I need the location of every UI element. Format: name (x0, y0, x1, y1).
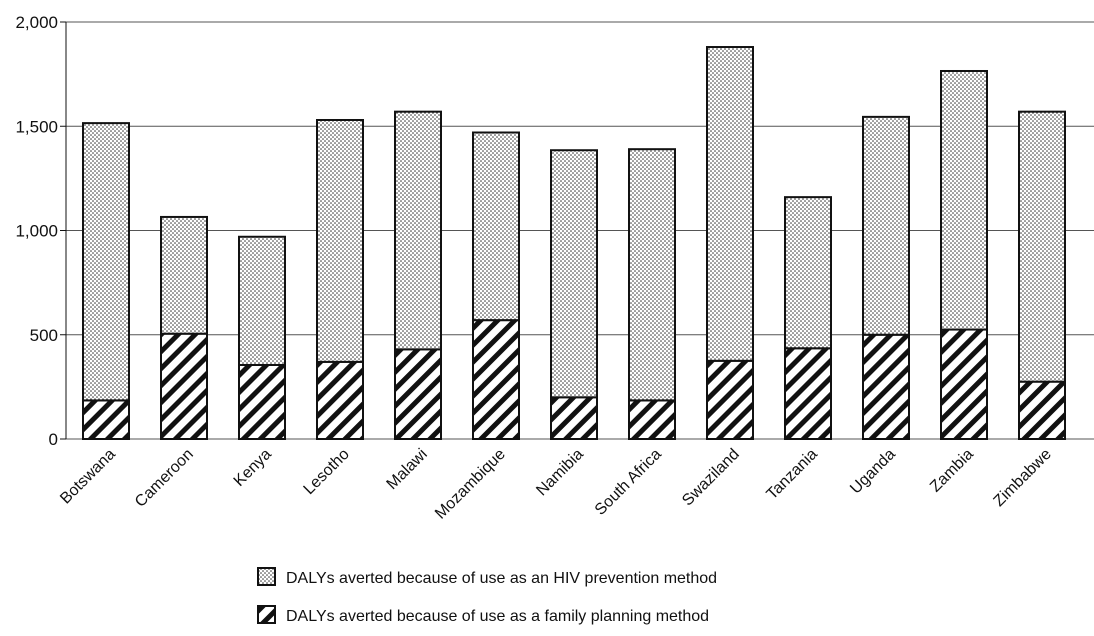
bar-hiv-prevention (82, 122, 130, 402)
bar-hiv-prevention (784, 196, 832, 350)
x-category-label: Tanzania (764, 446, 821, 503)
bar-family-planning (550, 396, 598, 440)
y-tick-label: 0 (49, 430, 58, 449)
bar-family-planning (706, 359, 754, 440)
bar-hiv-prevention (160, 215, 208, 335)
x-axis-labels: Botswana Cameroon Kenya Lesotho Malawi Mozamb… (57, 446, 1055, 523)
bar-family-planning (160, 332, 208, 440)
legend: DALYs averted because of use as an HIV p… (257, 567, 717, 625)
bars-layer (82, 46, 1066, 441)
bar-family-planning (82, 399, 130, 440)
bar-hiv-prevention (238, 235, 286, 366)
legend-swatch (257, 605, 276, 624)
x-category-label: Lesotho (301, 446, 353, 498)
y-tick-label: 2,000 (15, 13, 58, 32)
bar-hiv-prevention (316, 118, 364, 363)
x-category-label: Malawi (384, 446, 431, 493)
x-category-label: Zambia (927, 446, 977, 496)
bar-family-planning (238, 363, 286, 441)
bar-hiv-prevention (550, 149, 598, 399)
bar-hiv-prevention (628, 148, 676, 402)
bar-hiv-prevention (394, 110, 442, 351)
x-category-label: Swaziland (679, 446, 743, 510)
legend-label: DALYs averted because of use as a family… (286, 608, 709, 625)
x-category-label: Botswana (57, 446, 119, 508)
bar-family-planning (940, 328, 988, 441)
y-tick-label: 1,500 (15, 117, 58, 136)
bar-family-planning (316, 360, 364, 441)
legend-label: DALYs averted because of use as an HIV p… (286, 570, 717, 587)
bar-hiv-prevention (940, 69, 988, 331)
bar-hiv-prevention (862, 115, 910, 336)
bar-family-planning (472, 319, 520, 440)
bar-family-planning (628, 399, 676, 440)
bar-hiv-prevention (706, 46, 754, 362)
x-category-label: Uganda (847, 446, 899, 498)
y-tick-label: 1,000 (15, 222, 58, 241)
bar-family-planning (394, 348, 442, 440)
bar-hiv-prevention (1018, 110, 1066, 383)
bar-family-planning (1018, 380, 1066, 441)
x-category-label: Cameroon (132, 446, 197, 511)
x-category-label: South Africa (592, 446, 665, 519)
x-category-label: Mozambique (432, 446, 509, 523)
bar-family-planning (784, 347, 832, 440)
bar-family-planning (862, 333, 910, 440)
bar-hiv-prevention (472, 131, 520, 322)
x-category-label: Namibia (533, 446, 587, 500)
y-tick-label: 500 (30, 326, 58, 345)
y-axis-ticks: 0 500 1,000 1,500 2,000 (15, 13, 67, 449)
x-category-label: Zimbabwe (991, 446, 1055, 510)
legend-swatch (257, 567, 276, 586)
x-category-label: Kenya (231, 446, 275, 490)
